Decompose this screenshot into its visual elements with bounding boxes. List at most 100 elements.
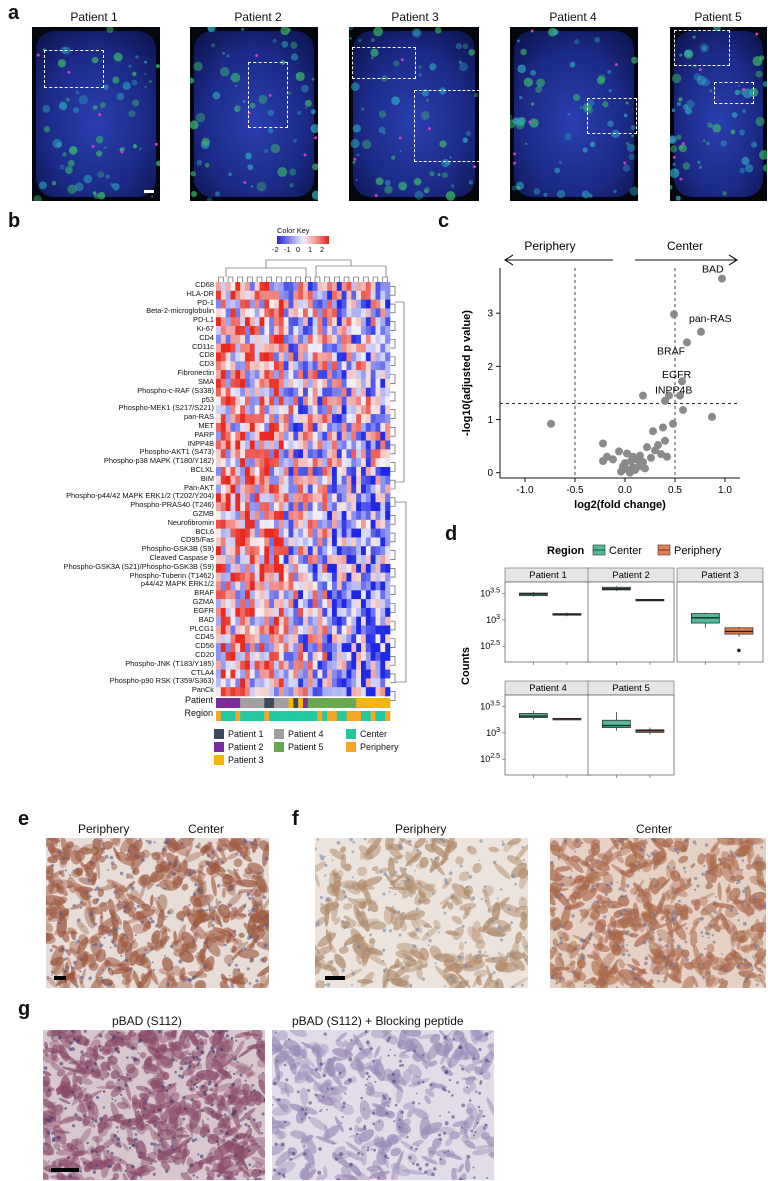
volcano-x-label: log2(fold change) [574, 499, 666, 511]
heatmap-row-label: PD-L1 [193, 315, 214, 325]
volcano-point [627, 456, 635, 465]
volcano-point [654, 441, 662, 450]
color-key-tick: -2 [272, 245, 279, 254]
volcano-point [679, 405, 687, 414]
legend-label: Patient 5 [288, 741, 324, 752]
heatmap-row-label: PanCk [191, 685, 214, 695]
volcano-direction-right: Center [667, 239, 703, 253]
heatmap-row-label: GZMA [192, 597, 214, 607]
roi-box [714, 82, 754, 104]
boxplot-y-tick: 103 [486, 727, 500, 738]
fluorescence-image-patient-5 [670, 27, 767, 201]
heatmap-row-label: BIM [200, 473, 214, 483]
heatmap-row-label: BCLXL [190, 464, 214, 474]
scale-bar [144, 190, 154, 193]
volcano-x-tick: 1.0 [718, 485, 732, 496]
annot-patient-label: Patient [184, 695, 213, 705]
roi-box [352, 47, 416, 79]
heatmap-row-labels: CD68 HLA-DR PD-1 Beta-2-microglobulin PD-L1 K… [0, 280, 214, 700]
legend-swatch [346, 728, 356, 739]
heatmap-legend-item: Patient 4 [274, 725, 324, 739]
volcano-y-tick: 2 [487, 362, 493, 373]
heatmap-row-label: SMA [197, 376, 214, 386]
volcano-direction-left: Periphery [524, 239, 575, 253]
volcano-point [649, 427, 657, 436]
heatmap-legend-item: Patient 3 [214, 751, 264, 765]
legend-swatch [214, 741, 224, 752]
legend-label: Patient 2 [228, 741, 264, 752]
volcano-point [641, 464, 649, 473]
heatmap-row-label: CD11c [191, 341, 214, 351]
volcano-point [661, 436, 669, 445]
volcano-point [683, 338, 691, 347]
color-key-bar [277, 236, 329, 244]
heatmap-legend-item: Center [346, 725, 388, 739]
heatmap-legend-item: Patient 2 [214, 738, 264, 752]
volcano-point [663, 452, 671, 461]
panel-f-periphery-image [315, 838, 528, 988]
legend-swatch [346, 741, 356, 752]
heatmap-row-label: CD4 [199, 332, 214, 342]
volcano-y-label: -log10(adjusted p value) [461, 310, 473, 436]
panel-label-g: g [18, 998, 31, 1020]
facet-strip-label: Patient 1 [529, 570, 567, 581]
legend-label: Patient 4 [288, 728, 324, 739]
volcano-point [669, 419, 677, 428]
legend-label: Patient 1 [228, 728, 264, 739]
heatmap-row-label: Phospho-c-RAF (S338) [137, 385, 214, 395]
panel-a-title-patient-3: Patient 3 [391, 10, 439, 24]
heatmap-row-label: Phospho-p90 RSK (T359/S363) [109, 676, 214, 686]
panel-label-c: c [438, 210, 450, 232]
facet-strip-label: Patient 2 [612, 570, 650, 581]
volcano-point [670, 310, 678, 319]
legend-label: Patient 3 [228, 754, 264, 765]
panel-g-left-title: pBAD (S112) [112, 1014, 182, 1028]
panel-g-right-title: pBAD (S112) + Blocking peptide [292, 1014, 464, 1028]
heatmap-row-label: INPP4B [187, 438, 214, 448]
volcano-point-label: INPP4B [655, 385, 692, 397]
panel-label-b: b [8, 210, 21, 232]
heatmap-row-label: CD45 [195, 632, 214, 642]
box [601, 719, 631, 729]
legend-label: Periphery [360, 741, 399, 752]
heatmap-row-label: CTLA4 [190, 667, 214, 677]
heatmap-row-label: Phospho-GSK3B (S9) [141, 544, 214, 554]
volcano-point-label: EGFR [662, 369, 692, 381]
panel-label-a: a [8, 2, 20, 24]
volcano-point [678, 377, 686, 386]
panel-e-ihc-image [46, 838, 269, 988]
color-key-ticks: -2 -1 0 1 2 [272, 245, 334, 255]
heatmap-row-label: EGFR [193, 605, 214, 615]
heatmap-row-label: Phospho-p44/42 MAPK ERK1/2 (T202/Y204) [66, 491, 214, 501]
facet-panel [504, 694, 592, 776]
volcano-point [659, 423, 667, 432]
heatmap-row-label: Phospho-p38 MAPK (T180/Y182) [103, 456, 214, 466]
panel-label-f: f [292, 808, 299, 830]
volcano-point [626, 468, 634, 477]
volcano-point [617, 467, 625, 476]
boxplot-y-tick: 102.5 [480, 640, 500, 651]
annot-region-label: Region [184, 708, 213, 718]
color-key-tick: 2 [320, 245, 325, 254]
boxplot-y-tick: 103 [486, 614, 500, 625]
facet-panel [504, 581, 592, 663]
panel-g-pbad-image [43, 1030, 265, 1180]
scale-bar [54, 976, 66, 980]
heatmap-row-label: p53 [201, 394, 214, 404]
heatmap-row-label: CD20 [195, 649, 214, 659]
volcano-point-label: pan-RAS [689, 313, 732, 325]
fluorescence-image-patient-2 [190, 27, 318, 201]
legend-label: Center [360, 728, 388, 739]
roi-box [587, 98, 637, 134]
roi-box [414, 90, 480, 162]
heatmap-row-label: GZMB [192, 509, 214, 519]
boxplot-y-tick: 103.5 [480, 701, 500, 712]
volcano-point [665, 391, 673, 400]
boxplot-legend-title: Region [547, 545, 585, 557]
fluorescence-image-patient-1 [32, 27, 160, 201]
facet-panel [676, 581, 764, 663]
heatmap-row-label: PD-1 [197, 297, 214, 307]
heatmap-row-label: p44/42 MAPK ERK1/2 [140, 579, 214, 589]
scale-bar [51, 1168, 79, 1172]
heatmap-row-label: PARP [194, 429, 214, 439]
